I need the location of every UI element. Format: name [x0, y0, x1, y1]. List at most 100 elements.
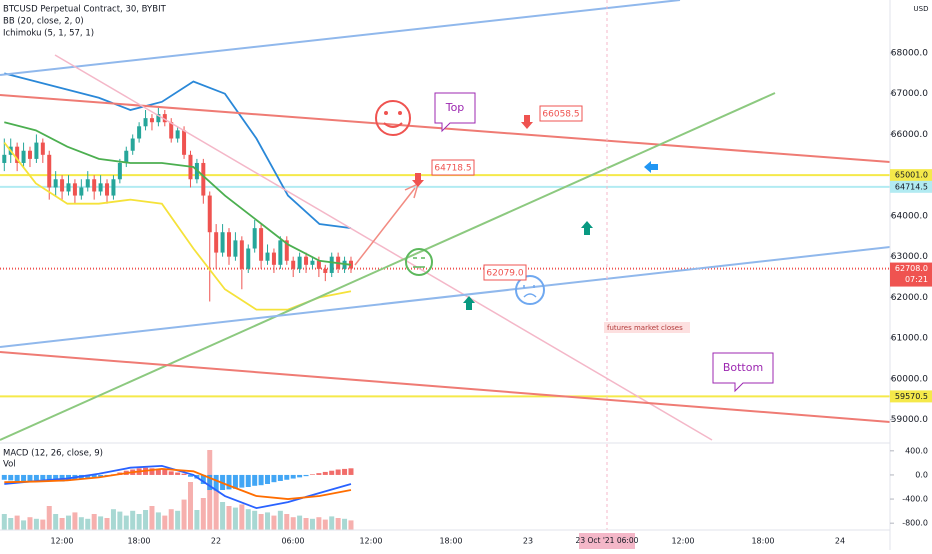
- volume-bar: [8, 518, 14, 530]
- macd-hist: [258, 474, 264, 486]
- candle-body: [130, 138, 135, 151]
- drawings: [0, 0, 891, 530]
- candle-body: [27, 150, 32, 159]
- price-label-box: [890, 180, 932, 193]
- volume-bar: [72, 512, 78, 530]
- macd-hist: [342, 468, 348, 475]
- overlay: 59000.0 60000.0 61000.0 62000.0 63000.0 64000…: [50, 48, 932, 546]
- volume-bar: [85, 518, 91, 530]
- price-label-box: [890, 390, 932, 403]
- macd-hist: [316, 473, 322, 475]
- volume-bar: [303, 518, 309, 530]
- annotation: 66058.5: [542, 110, 579, 120]
- volume-bar: [40, 519, 46, 530]
- candle-body: [227, 232, 231, 257]
- candle-body: [246, 248, 251, 269]
- annotation: Top: [445, 101, 465, 114]
- volume-bar: [53, 514, 59, 530]
- volume-bar: [168, 509, 174, 530]
- price-label-box: [890, 262, 932, 287]
- volume-bar: [284, 514, 290, 530]
- volume-bar: [239, 504, 245, 530]
- volume-bar: [59, 518, 65, 530]
- candle-body: [117, 162, 122, 180]
- volume-bar: [309, 518, 315, 530]
- arrow: [354, 187, 416, 266]
- candle-body: [21, 150, 26, 163]
- price-label: 62708.0: [895, 264, 928, 273]
- macd-hist: [149, 468, 155, 475]
- volume-bar: [348, 520, 354, 530]
- candle-body: [85, 179, 90, 188]
- indicator-label: MACD (12, 26, close, 9): [3, 449, 103, 459]
- y-tick-label: 60000.0: [891, 374, 928, 384]
- macd-hist: [91, 474, 97, 478]
- y-tick-label: 61000.0: [891, 334, 928, 344]
- macd-hist: [33, 474, 39, 481]
- x-tick-label: 12:00: [50, 537, 73, 546]
- indicator-label: Vol: [3, 460, 16, 470]
- volume-bar: [200, 498, 206, 530]
- candle-body: [2, 154, 7, 163]
- macd-hist: [40, 474, 46, 480]
- price-label: 65001.0: [895, 171, 928, 180]
- macd-hist: [239, 474, 245, 488]
- macd-hist: [213, 474, 219, 491]
- candle-body: [284, 240, 289, 261]
- candle-body: [137, 126, 142, 139]
- sell-marker: [521, 115, 533, 129]
- macd-hist: [271, 474, 277, 483]
- volume-bar: [187, 482, 193, 530]
- sell-marker: [412, 173, 424, 187]
- candle-body: [297, 256, 302, 269]
- macd-hist: [175, 472, 181, 475]
- macd-hist: [27, 474, 33, 481]
- x-tick-label: 22: [211, 537, 221, 546]
- macd-hist: [232, 474, 238, 489]
- indicator-line: [4, 72, 352, 230]
- candle-body: [207, 195, 212, 233]
- macd-hist: [200, 474, 206, 484]
- x-tick-label: 12:00: [671, 537, 694, 546]
- neutral-face: [405, 248, 433, 276]
- candle-body: [201, 162, 206, 196]
- indicator-label: BB (20, close, 2, 0): [3, 17, 84, 27]
- left-marker: [644, 161, 658, 173]
- macd-hist: [265, 474, 271, 484]
- macd-hist: [290, 474, 296, 479]
- macd-hist: [252, 474, 258, 486]
- volume-bar: [136, 514, 142, 530]
- candle-body: [169, 122, 174, 139]
- main-layer: [0, 72, 890, 530]
- candle-body: [92, 179, 97, 192]
- eye: [398, 111, 402, 115]
- bubble: [434, 92, 476, 133]
- candle-body: [72, 183, 77, 196]
- candle-body: [47, 154, 52, 188]
- y-tick-label: 63000.0: [891, 252, 928, 262]
- macd-hist: [155, 468, 161, 475]
- volume-bar: [117, 511, 123, 530]
- volume-bar: [265, 512, 271, 530]
- candle-body: [143, 118, 148, 127]
- candle-body: [310, 260, 315, 265]
- macd-hist: [245, 474, 251, 487]
- y-tick-label: -400.0: [902, 495, 928, 504]
- candle-body: [66, 183, 71, 192]
- volume-bar: [258, 514, 264, 530]
- candle-body: [98, 183, 103, 192]
- volume-bar: [46, 506, 52, 530]
- volume-bar: [175, 510, 181, 530]
- volume-bar: [316, 517, 322, 530]
- candle-body: [316, 260, 321, 269]
- volume-bar: [149, 506, 155, 530]
- volume-bar: [123, 515, 129, 530]
- macd-hist: [303, 474, 309, 477]
- buy-marker: [581, 221, 593, 235]
- volume-bar: [245, 509, 251, 530]
- indicator-line: [3, 142, 352, 311]
- y-tick-label: -800.0: [902, 519, 928, 528]
- volume-bar: [1, 514, 7, 530]
- price-note: [483, 264, 527, 281]
- volume-bar: [342, 518, 348, 530]
